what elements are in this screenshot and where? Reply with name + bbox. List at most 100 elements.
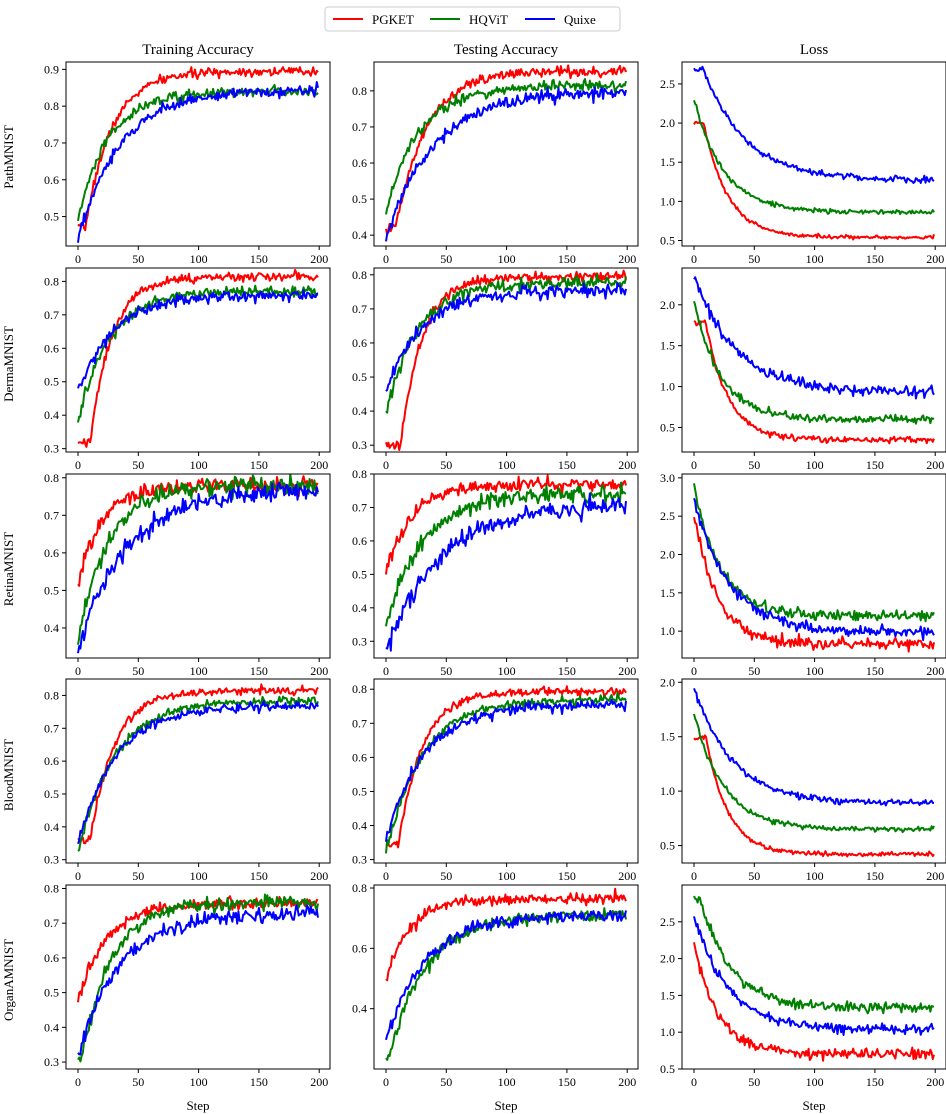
x-tick-label: 200 <box>618 458 636 472</box>
panel-organamnist-testing-accuracy: 0.4 0.6 0.8 0 50 100 150 200 <box>352 881 639 1089</box>
y-tick-label: 0.5 <box>660 234 675 248</box>
series-line-quixe <box>77 904 319 1056</box>
series-line-pgket <box>385 64 627 236</box>
x-tick-label: 50 <box>132 664 144 678</box>
y-tick-label: 1.0 <box>660 194 675 208</box>
legend: PGKET HQViT Quixe <box>324 6 621 32</box>
x-tick-label: 100 <box>806 1075 824 1089</box>
y-tick-label: 1.0 <box>660 380 675 394</box>
y-tick-label: 0.3 <box>352 853 367 867</box>
y-tick-label: 0.5 <box>44 210 59 224</box>
x-tick-label: 0 <box>75 252 81 266</box>
x-tick-label: 150 <box>250 664 268 678</box>
x-tick-label: 0 <box>383 458 389 472</box>
series-line-quixe <box>693 497 935 642</box>
panel-bloodmnist-testing-accuracy-lines <box>385 685 627 854</box>
y-tick-label: 0.6 <box>44 951 59 965</box>
x-tick-label: 0 <box>691 252 697 266</box>
y-tick-label: 0.6 <box>352 534 367 548</box>
x-tick-label: 0 <box>383 664 389 678</box>
y-tick-label: 0.4 <box>352 1002 367 1016</box>
y-tick-label: 1.5 <box>660 339 675 353</box>
series-line-hqvit <box>77 695 319 852</box>
x-tick-label: 0 <box>75 664 81 678</box>
series-line-quixe <box>385 698 627 842</box>
panel-retinamnist-training-accuracy-frame <box>65 473 331 659</box>
panel-pathmnist-testing-accuracy: 0.4 0.5 0.6 0.7 0.8 0 50 100 150 200 <box>352 61 639 266</box>
x-tick-label: 0 <box>691 458 697 472</box>
x-tick-label: 150 <box>558 869 576 883</box>
series-line-hqvit <box>693 100 935 216</box>
y-tick-label: 0.6 <box>352 750 367 764</box>
y-tick-label: 0.7 <box>352 716 367 730</box>
x-tick-label: 100 <box>498 1075 516 1089</box>
y-tick-label: 0.4 <box>44 408 59 422</box>
x-tick-label: 100 <box>498 458 516 472</box>
series-line-hqvit <box>693 895 935 1015</box>
series-line-pgket <box>693 942 935 1062</box>
y-tick-label: 0.7 <box>352 302 367 316</box>
row-label-pathmnist: PathMNIST <box>1 125 16 189</box>
x-tick-label: 0 <box>383 869 389 883</box>
x-tick-label: 50 <box>440 252 452 266</box>
panel-pathmnist-training-accuracy-lines <box>77 66 319 243</box>
x-tick-label: 100 <box>498 252 516 266</box>
y-tick-label: 0.5 <box>660 1062 675 1076</box>
series-line-pgket <box>693 517 935 653</box>
panel-pathmnist-loss-lines <box>693 65 935 241</box>
y-tick-label: 2.5 <box>660 77 675 91</box>
panel-dermamnist-testing-accuracy-frame <box>373 267 639 453</box>
series-line-pgket <box>77 895 319 1003</box>
panel-retinamnist-testing-accuracy-lines <box>385 474 627 652</box>
y-tick-label: 0.6 <box>44 173 59 187</box>
x-tick-label: 50 <box>748 458 760 472</box>
series-line-quixe <box>385 281 627 392</box>
x-tick-label: 0 <box>383 252 389 266</box>
x-tick-label: 150 <box>250 869 268 883</box>
panel-organamnist-testing-accuracy-lines <box>385 887 627 1061</box>
y-tick-label: 0.7 <box>352 120 367 134</box>
y-tick-label: 2.5 <box>660 509 675 523</box>
y-tick-label: 1.0 <box>660 1025 675 1039</box>
x-tick-label: 200 <box>618 664 636 678</box>
panel-dermamnist-testing-accuracy-lines <box>385 269 627 452</box>
series-line-pgket <box>385 887 627 982</box>
panel-pathmnist-training-accuracy: 0.5 0.6 0.7 0.8 0.9 0 50 100 150 200 <box>44 61 331 266</box>
panel-bloodmnist-loss-lines <box>693 687 935 858</box>
panel-bloodmnist-testing-accuracy: 0.3 0.4 0.5 0.6 0.7 0.8 0 50 100 150 200 <box>352 678 639 883</box>
x-tick-label: 150 <box>250 252 268 266</box>
x-tick-label: 200 <box>310 869 328 883</box>
y-tick-label: 3.0 <box>660 471 675 485</box>
y-tick-label: 0.6 <box>44 546 59 560</box>
y-tick-label: 0.6 <box>352 941 367 955</box>
series-line-quixe <box>77 700 319 845</box>
series-line-quixe <box>77 289 319 389</box>
panel-bloodmnist-loss: 0.5 1.0 1.5 2.0 0 50 100 150 200 <box>660 675 946 883</box>
y-tick-label: 0.5 <box>352 567 367 581</box>
x-tick-label: 150 <box>558 1075 576 1089</box>
x-tick-label: 50 <box>440 869 452 883</box>
panel-retinamnist-training-accuracy-lines <box>77 474 319 654</box>
y-tick-label: 0.4 <box>44 1020 59 1034</box>
x-tick-label: 150 <box>250 458 268 472</box>
y-tick-label: 0.7 <box>44 508 59 522</box>
y-tick-label: 0.8 <box>352 682 367 696</box>
y-tick-label: 0.4 <box>352 404 367 418</box>
panel-retinamnist-loss-lines <box>693 483 935 653</box>
y-tick-label: 0.4 <box>44 621 59 635</box>
x-tick-label: 100 <box>498 869 516 883</box>
x-tick-label: 0 <box>691 664 697 678</box>
y-tick-label: 0.6 <box>352 156 367 170</box>
series-line-quixe <box>77 81 319 243</box>
series-line-hqvit <box>385 481 627 627</box>
x-tick-label: 200 <box>926 664 944 678</box>
x-tick-label: 50 <box>748 869 760 883</box>
y-tick-label: 0.4 <box>352 819 367 833</box>
series-line-pgket <box>385 685 627 849</box>
series-line-pgket <box>385 269 627 452</box>
x-axis-label-col-1: Step <box>186 1098 209 1113</box>
x-tick-label: 0 <box>75 869 81 883</box>
y-tick-label: 2.0 <box>660 298 675 312</box>
y-tick-label: 0.5 <box>352 370 367 384</box>
